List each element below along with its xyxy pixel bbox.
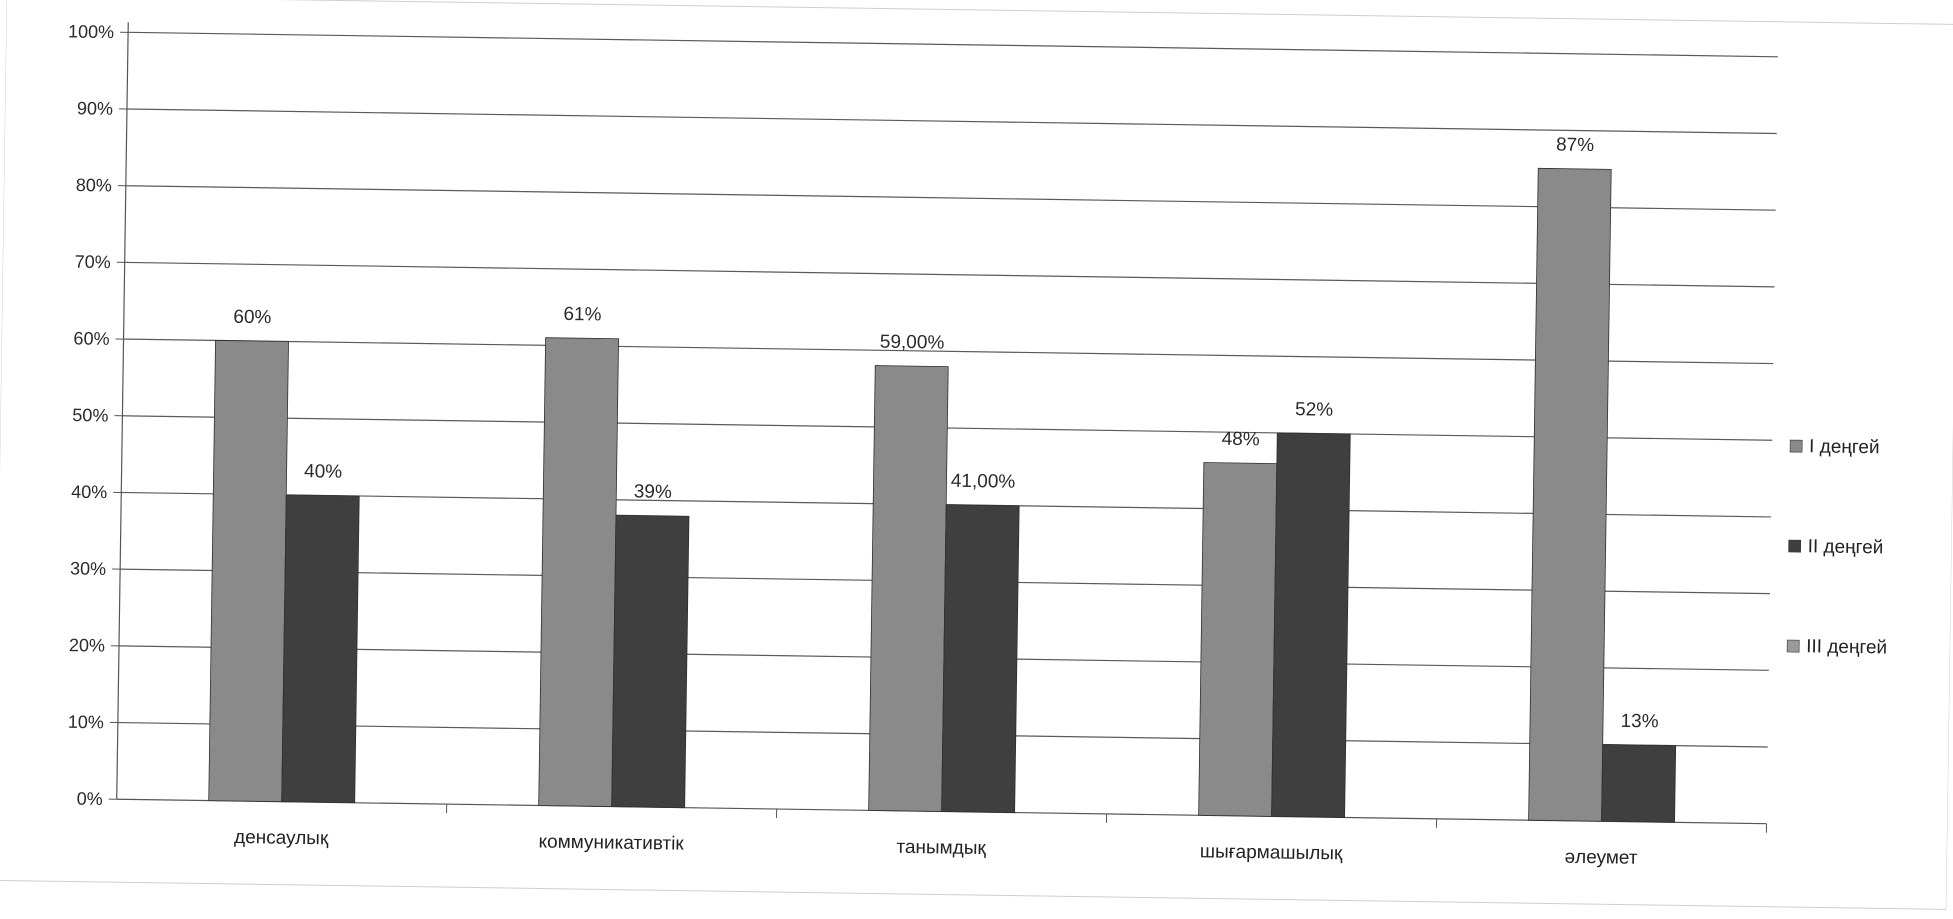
category-label: танымдық	[896, 837, 986, 859]
y-tick-label: 20%	[69, 635, 105, 656]
legend-swatch	[1790, 440, 1802, 452]
y-tick-label: 10%	[68, 712, 104, 733]
data-label: 61%	[563, 304, 601, 326]
legend-swatch	[1787, 640, 1799, 652]
y-tick-label: 90%	[77, 98, 113, 119]
legend-label: І деңгей	[1809, 436, 1880, 458]
bar	[1602, 745, 1676, 823]
bar	[942, 505, 1020, 813]
category-label: денсаулық	[234, 827, 329, 849]
bar	[612, 515, 689, 808]
bar	[1529, 168, 1612, 821]
data-label: 41,00%	[951, 471, 1016, 493]
y-tick-label: 30%	[70, 558, 106, 579]
data-label: 13%	[1620, 711, 1658, 733]
gridline	[128, 32, 1778, 56]
gridline	[125, 262, 1775, 286]
y-tick-label: 0%	[77, 789, 103, 809]
y-tick-label: 80%	[76, 175, 112, 196]
bar	[1272, 433, 1351, 818]
y-tick-label: 100%	[68, 21, 114, 42]
bar	[1199, 463, 1277, 817]
data-label: 52%	[1295, 399, 1333, 421]
y-tick-label: 50%	[72, 405, 108, 426]
y-tick-label: 60%	[73, 328, 109, 349]
gridline	[124, 339, 1774, 363]
gridline	[127, 109, 1777, 133]
gridline	[126, 186, 1776, 210]
legend-label: ІІ деңгей	[1807, 536, 1883, 558]
data-label: 87%	[1556, 135, 1594, 157]
data-label: 48%	[1222, 429, 1260, 451]
legend-swatch	[1789, 540, 1801, 552]
y-axis-line	[117, 22, 129, 799]
bar	[282, 495, 360, 803]
bar	[209, 340, 289, 801]
y-tick-label: 40%	[71, 482, 107, 503]
bar	[869, 366, 949, 812]
data-label: 40%	[304, 461, 342, 483]
legend: І деңгей ІІ деңгей ІІІ деңгей	[1787, 436, 1890, 658]
category-label: коммуникативтік	[538, 831, 684, 854]
data-label: 59,00%	[880, 332, 945, 354]
category-label: шығармашылық	[1200, 841, 1344, 864]
bar	[539, 338, 619, 807]
legend-label: ІІІ деңгей	[1806, 636, 1887, 658]
bars	[209, 149, 1685, 823]
category-label: әлеумет	[1564, 847, 1638, 869]
data-label: 39%	[634, 481, 672, 503]
data-label: 60%	[233, 307, 271, 329]
y-tick-label: 70%	[75, 252, 111, 273]
